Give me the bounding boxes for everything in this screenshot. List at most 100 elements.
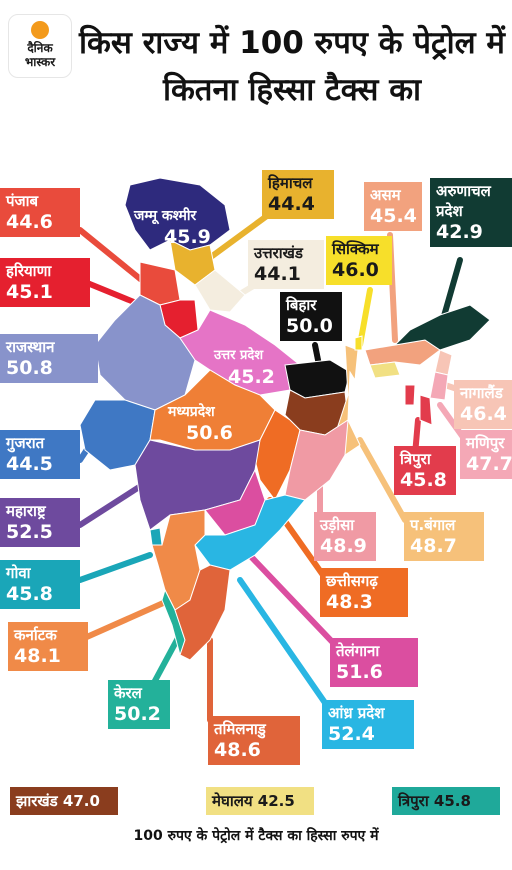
- state-uttarakhand: [194, 269, 246, 313]
- state-arunachal: [393, 304, 491, 351]
- sun-icon: [31, 21, 49, 39]
- label-karnataka: कर्नाटक 48.1: [8, 622, 88, 671]
- state-value: 46.0: [332, 259, 379, 281]
- leader-telangana: [237, 542, 343, 653]
- state-goa: [149, 527, 163, 546]
- label-himachal: हिमाचल 44.4: [262, 170, 334, 219]
- state-karnataka: [151, 509, 206, 611]
- state-sikkim: [354, 335, 363, 351]
- legend-tripura: त्रिपुरा 45.8: [392, 787, 500, 815]
- state-name: हरियाणा: [6, 262, 52, 280]
- label-goa: गोवा 45.8: [0, 560, 80, 609]
- state-name: हिमाचल: [268, 174, 313, 192]
- state-value: 51.6: [336, 661, 383, 683]
- state-value: 44.5: [6, 453, 53, 475]
- label-punjab: पंजाब 44.6: [0, 188, 80, 237]
- leader-goa: [77, 552, 153, 583]
- state-name: उत्तराखंड: [254, 244, 303, 262]
- label-chhattisgarh: छत्तीसगढ़ 48.3: [320, 568, 408, 617]
- label-up: उत्तर प्रदेश 45.2: [214, 346, 314, 389]
- state-nagaland: [434, 349, 453, 376]
- state-name: आंध्र प्रदेश: [328, 704, 385, 722]
- state-name: असम: [370, 186, 401, 204]
- state-mizoram: [419, 394, 433, 426]
- brand-line-2: भास्कर: [24, 55, 56, 69]
- legend-meghalaya: मेघालय 42.5: [206, 787, 314, 815]
- state-name: अरुणाचल प्रदेश: [436, 182, 491, 220]
- dainik-bhaskar-logo: दैनिक भास्कर: [8, 14, 72, 78]
- label-jk: जम्मू कश्मीर 45.9: [134, 206, 244, 249]
- state-value: 50.8: [6, 357, 53, 379]
- label-telangana: तेलंगाना 51.6: [330, 638, 418, 687]
- state-name: कर्नाटक: [14, 626, 57, 644]
- label-rajasthan: राजस्थान 50.8: [0, 334, 98, 383]
- state-tamilnadu: [174, 564, 231, 661]
- state-value: 44.1: [254, 263, 301, 285]
- state-value: 48.3: [326, 591, 373, 613]
- state-name: महाराष्ट्र: [6, 502, 46, 520]
- label-tamilnadu: तमिलनाडु 48.6: [208, 716, 300, 765]
- label-kerala: केरल 50.2: [108, 680, 170, 729]
- state-value: 48.9: [320, 535, 367, 557]
- label-nagaland: नागालैंड 46.4: [454, 380, 512, 429]
- state-value: 52.5: [6, 521, 53, 543]
- label-sikkim: सिक्किम 46.0: [326, 236, 392, 285]
- state-value: 45.9: [164, 226, 211, 248]
- leader-andhra: [237, 577, 333, 713]
- label-odisha: उड़ीसा 48.9: [314, 512, 376, 561]
- brand-line-1: दैनिक: [27, 41, 53, 55]
- legend-jharkhand: झारखंड 47.0: [10, 787, 118, 815]
- state-name: गुजरात: [6, 434, 45, 452]
- state-name: उड़ीसा: [320, 516, 355, 534]
- state-value: 44.4: [268, 193, 315, 215]
- state-value: 44.6: [6, 211, 53, 233]
- label-assam: असम 45.4: [364, 182, 422, 231]
- state-name: जम्मू कश्मीर: [134, 208, 197, 224]
- label-andhra: आंध्र प्रदेश 52.4: [322, 700, 414, 749]
- state-value: 52.4: [328, 723, 375, 745]
- state-name: सिक्किम: [332, 240, 379, 258]
- state-up: [179, 309, 301, 396]
- label-haryana: हरियाणा 45.1: [0, 258, 90, 307]
- label-maharashtra: महाराष्ट्र 52.5: [0, 498, 80, 547]
- state-name: छत्तीसगढ़: [326, 572, 378, 590]
- state-name: त्रिपुरा: [400, 450, 431, 468]
- state-meghalaya: [369, 361, 401, 379]
- state-name: तमिलनाडु: [214, 720, 266, 738]
- leader-westbengal: [357, 437, 408, 523]
- state-value: 45.8: [400, 469, 447, 491]
- state-name: बिहार: [286, 296, 317, 314]
- headline: किस राज्य में 100 रुपए के पेट्रोल में कि…: [79, 25, 505, 108]
- state-value: 45.1: [6, 281, 53, 303]
- label-bihar: बिहार 50.0: [280, 292, 342, 341]
- state-value: 50.2: [114, 703, 161, 725]
- state-name: गोवा: [6, 564, 31, 582]
- state-name: नागालैंड: [460, 384, 503, 402]
- label-arunachal: अरुणाचल प्रदेश 42.9: [430, 178, 512, 247]
- label-uttarakhand: उत्तराखंड 44.1: [248, 240, 324, 289]
- state-value: 45.2: [228, 366, 275, 388]
- state-value: 45.4: [370, 205, 417, 227]
- label-mp: मध्यप्रदेश 50.6: [168, 402, 268, 445]
- state-name: मध्यप्रदेश: [168, 404, 215, 420]
- state-shapes: [79, 177, 491, 661]
- state-manipur: [429, 371, 449, 401]
- state-value: 47.7: [466, 453, 512, 475]
- state-name: प.बंगाल: [410, 516, 456, 534]
- state-name: राजस्थान: [6, 338, 55, 356]
- state-value: 50.0: [286, 315, 333, 337]
- label-westbengal: प.बंगाल 48.7: [404, 512, 484, 561]
- state-value: 42.9: [436, 221, 483, 243]
- state-name: केरल: [114, 684, 142, 702]
- state-name: तेलंगाना: [336, 642, 380, 660]
- state-value: 48.6: [214, 739, 261, 761]
- leader-karnataka: [77, 597, 173, 643]
- state-tripura: [404, 384, 416, 406]
- state-value: 48.7: [410, 535, 457, 557]
- state-value: 50.6: [186, 422, 233, 444]
- footnote: 100 रुपए के पेट्रोल में टैक्स का हिस्सा …: [133, 828, 379, 844]
- state-name: पंजाब: [6, 192, 39, 210]
- state-value: 45.8: [6, 583, 53, 605]
- state-value: 48.1: [14, 645, 61, 667]
